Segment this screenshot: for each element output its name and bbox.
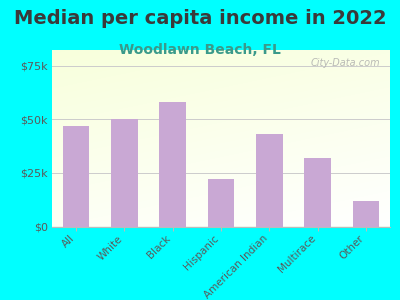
Bar bbox=[63, 126, 90, 226]
Text: City-Data.com: City-Data.com bbox=[310, 58, 380, 68]
Bar bbox=[304, 158, 331, 226]
Bar bbox=[208, 179, 234, 226]
Bar bbox=[160, 102, 186, 226]
Text: Woodlawn Beach, FL: Woodlawn Beach, FL bbox=[119, 44, 281, 58]
Text: Median per capita income in 2022: Median per capita income in 2022 bbox=[14, 9, 386, 28]
Bar bbox=[352, 201, 379, 226]
Bar bbox=[111, 119, 138, 226]
Bar bbox=[256, 134, 282, 226]
